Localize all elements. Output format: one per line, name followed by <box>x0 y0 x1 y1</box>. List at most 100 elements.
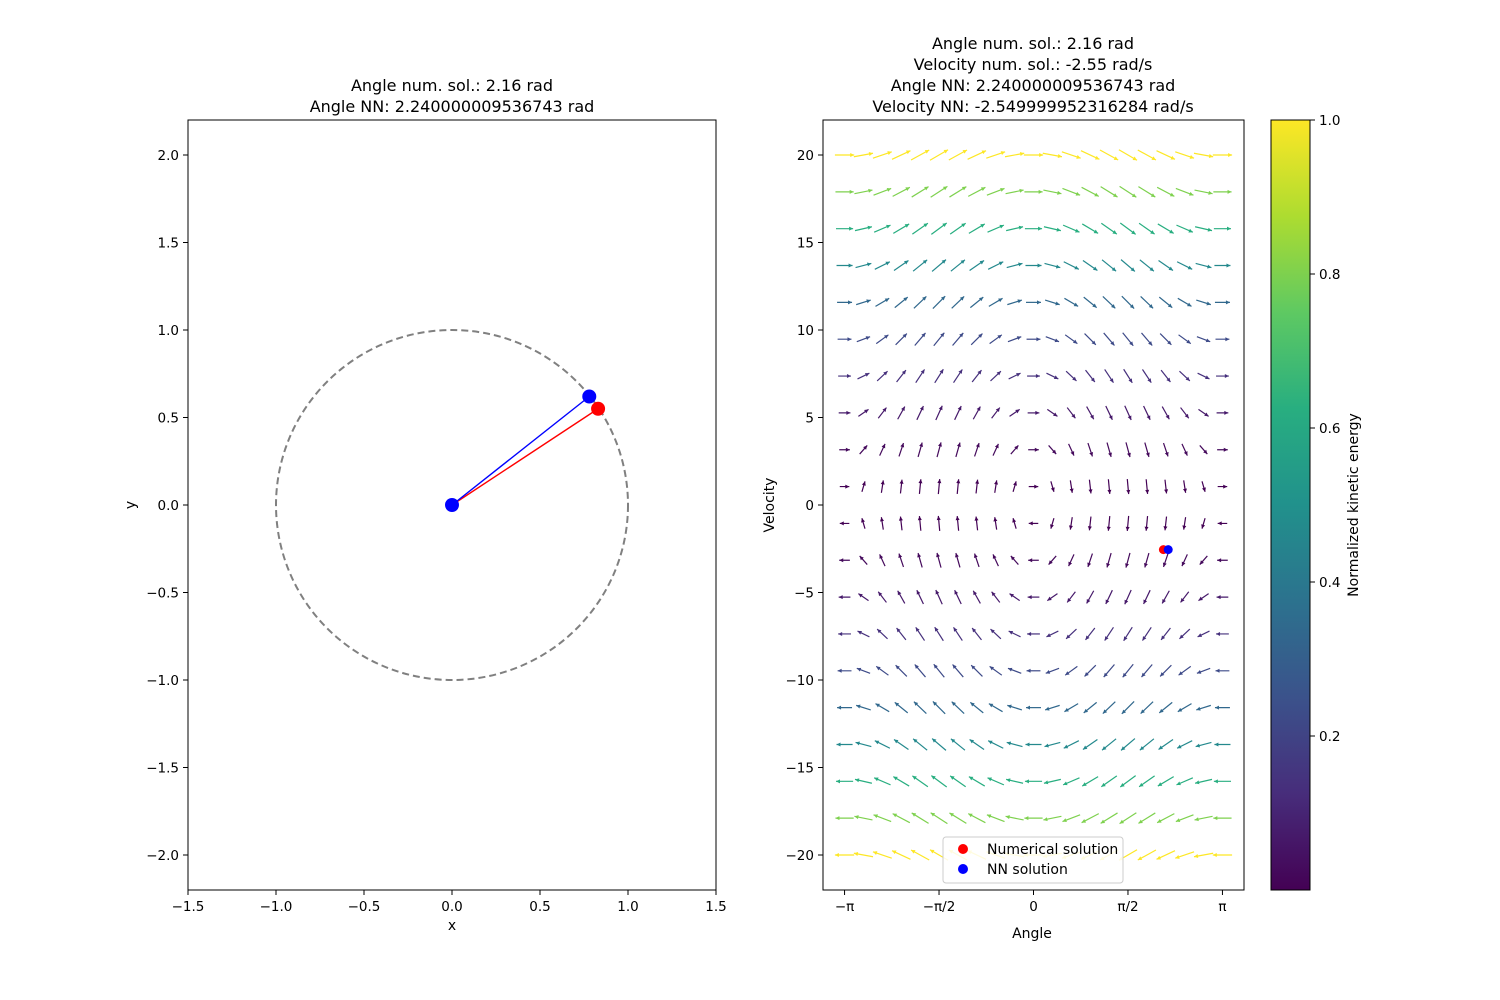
field-arrowhead <box>897 590 902 596</box>
field-arrowhead <box>1169 229 1174 234</box>
pendulum-title-line-1: Angle num. sol.: 2.16 rad <box>351 76 553 95</box>
field-arrowhead <box>859 555 864 561</box>
field-arrowhead <box>904 223 910 228</box>
field-arrowhead <box>953 627 958 632</box>
field-arrowhead <box>845 484 850 489</box>
field-arrowhead <box>866 299 871 304</box>
field-arrowhead <box>1017 299 1022 304</box>
field-arrowhead <box>1064 707 1069 712</box>
field-arrowhead <box>1138 819 1143 824</box>
pendulum-axis-ticks: −1.5 −1.0 −0.5 0.0 0.5 1.0 1.5 −2.0 −1.5 −1.0 −0.5… <box>146 148 727 915</box>
field-arrowhead <box>1129 304 1135 309</box>
colorbar-ticks: 0.2 0.4 0.6 0.8 1.0 <box>1310 113 1340 745</box>
field-arrowhead <box>1038 189 1043 194</box>
phase-x-tick-label: −π/2 <box>923 899 956 915</box>
field-arrowhead <box>883 371 888 376</box>
field-arrowhead <box>1068 561 1073 567</box>
field-arrowhead <box>1170 155 1175 160</box>
field-arrowhead <box>1142 636 1147 641</box>
field-arrowhead <box>1156 855 1162 860</box>
field-arrowhead <box>969 739 975 744</box>
field-arrowhead <box>1016 373 1021 377</box>
field-arrowhead <box>1143 563 1148 568</box>
field-arrowhead <box>1084 672 1089 677</box>
field-arrowhead <box>924 149 930 154</box>
field-arrowhead <box>1197 633 1203 637</box>
field-arrowhead <box>1063 781 1068 786</box>
field-arrowhead <box>894 702 900 707</box>
colorbar-tick-label: 0.6 <box>1319 421 1340 437</box>
colorbar-tick-label: 0.8 <box>1319 267 1340 283</box>
field-arrowhead <box>1157 782 1163 787</box>
field-arrowhead <box>941 259 946 264</box>
field-arrowhead <box>1085 635 1090 640</box>
legend-marker-numerical <box>958 844 968 854</box>
field-arrowhead <box>872 851 878 855</box>
field-arrowhead <box>1143 599 1148 605</box>
pendulum-y-tick-label: 0.0 <box>158 498 179 514</box>
pendulum-bob-nn <box>582 389 597 404</box>
pendulum-x-tick-label: −1.5 <box>172 899 205 915</box>
field-arrowhead <box>1158 745 1163 750</box>
legend-marker-nn <box>958 864 968 874</box>
field-arrowhead <box>1149 267 1154 272</box>
field-arrowhead <box>1066 634 1071 639</box>
field-arrowhead <box>919 405 924 411</box>
field-arrowhead <box>896 627 901 633</box>
field-arrowhead <box>1196 670 1202 674</box>
field-arrowhead <box>1000 151 1006 155</box>
phase-vector-field <box>834 149 1233 861</box>
field-arrowhead <box>1067 598 1072 603</box>
field-arrowhead <box>884 298 890 303</box>
pendulum-x-tick-label: 0.5 <box>529 899 550 915</box>
field-arrowhead <box>1091 340 1096 345</box>
field-arrowhead <box>1072 376 1077 381</box>
field-arrowhead <box>901 406 905 412</box>
field-arrowhead <box>1205 375 1210 379</box>
field-arrowhead <box>1105 599 1110 605</box>
phase-y-tick-label: −15 <box>786 761 815 777</box>
field-arrowhead <box>1227 226 1232 231</box>
field-arrowhead <box>1083 708 1089 713</box>
unit-circle <box>275 329 629 681</box>
field-arrowhead <box>911 849 916 854</box>
field-arrowhead <box>1093 229 1099 234</box>
field-arrowhead <box>1024 816 1029 821</box>
field-arrowhead <box>1166 377 1171 383</box>
field-arrowhead <box>974 516 979 521</box>
field-arrowhead <box>1018 262 1023 267</box>
field-arrowhead <box>973 553 978 558</box>
field-arrowhead <box>950 775 955 780</box>
field-arrowhead <box>1223 447 1228 452</box>
field-arrowhead <box>1199 560 1204 565</box>
field-arrowhead <box>918 479 923 484</box>
field-arrowhead <box>993 517 998 522</box>
field-arrowhead <box>848 263 853 268</box>
field-arrowhead <box>885 261 890 266</box>
field-arrowhead <box>877 629 882 634</box>
field-arrowhead <box>904 260 909 265</box>
field-arrowhead <box>874 740 880 745</box>
field-arrowhead <box>1013 481 1017 486</box>
field-arrowhead <box>1188 228 1193 233</box>
field-arrowhead <box>913 701 919 706</box>
field-arrowhead <box>1225 300 1230 305</box>
phase-title-line-3: Angle NN: 2.240000009536743 rad <box>891 76 1176 95</box>
field-arrowhead <box>1008 631 1014 635</box>
field-arrowhead <box>1108 452 1112 457</box>
field-arrowhead <box>1007 704 1012 709</box>
phase-plot-area <box>822 119 1245 891</box>
field-arrowhead <box>1144 526 1149 531</box>
field-arrowhead <box>996 371 1001 376</box>
field-arrowhead <box>1207 227 1213 232</box>
field-arrowhead <box>961 223 966 228</box>
field-arrowhead <box>1035 410 1040 415</box>
field-arrowhead <box>1130 267 1135 272</box>
pendulum-y-tick-label: −2.0 <box>146 848 179 864</box>
legend-label-numerical: Numerical solution <box>987 842 1118 858</box>
field-arrowhead <box>933 664 938 669</box>
field-arrowhead <box>930 812 936 817</box>
field-arrowhead <box>1063 744 1069 749</box>
legend: Numerical solution NN solution <box>942 836 1124 884</box>
field-arrowhead <box>879 554 884 559</box>
